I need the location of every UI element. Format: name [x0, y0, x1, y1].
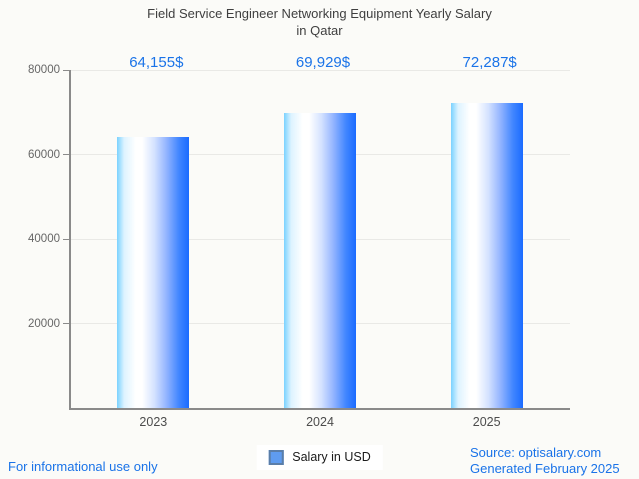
chart-title-line2: in Qatar [296, 22, 343, 38]
y-axis-tick-20000 [63, 323, 70, 324]
y-axis-tick-40000 [63, 238, 70, 240]
x-axis-label-2025: 2025 [472, 415, 501, 429]
y-axis-tick-60000 [63, 154, 70, 155]
source-link[interactable]: Source: optisalary.com [470, 445, 602, 460]
legend-label: Salary in USD [292, 450, 371, 464]
bar-value-label-2025: 72,287$ [462, 54, 517, 71]
y-axis-label-20000: 20000 [28, 317, 60, 330]
gridline-80000 [70, 69, 570, 71]
chart-title: Field Service Engineer Networking Equipm… [60, 6, 580, 39]
y-axis-label-80000: 80000 [28, 64, 60, 76]
legend[interactable]: Salary in USD [256, 445, 383, 470]
legend-marker-icon [268, 450, 284, 465]
bar-value-label-2023: 64,155$ [129, 54, 184, 71]
y-axis-label-40000: 40000 [28, 233, 60, 245]
y-axis-tick-80000 [63, 69, 70, 71]
disclaimer-text: For informational use only [8, 459, 158, 474]
generated-date: Generated February 2025 [470, 461, 620, 476]
x-axis-line [69, 408, 570, 410]
bar-2024[interactable] [284, 112, 356, 408]
x-axis-label-2024: 2024 [306, 415, 334, 429]
y-axis-label-60000: 60000 [28, 148, 60, 161]
x-axis-label-2023: 2023 [139, 415, 168, 429]
bar-value-label-2024: 69,929$ [295, 54, 351, 71]
source-info: Source: optisalary.com Generated Februar… [470, 445, 620, 477]
chart-title-line1: Field Service Engineer Networking Equipm… [147, 6, 492, 21]
bar-2025[interactable] [450, 102, 523, 408]
bar-2023[interactable] [117, 136, 190, 408]
y-axis-line [69, 70, 71, 408]
